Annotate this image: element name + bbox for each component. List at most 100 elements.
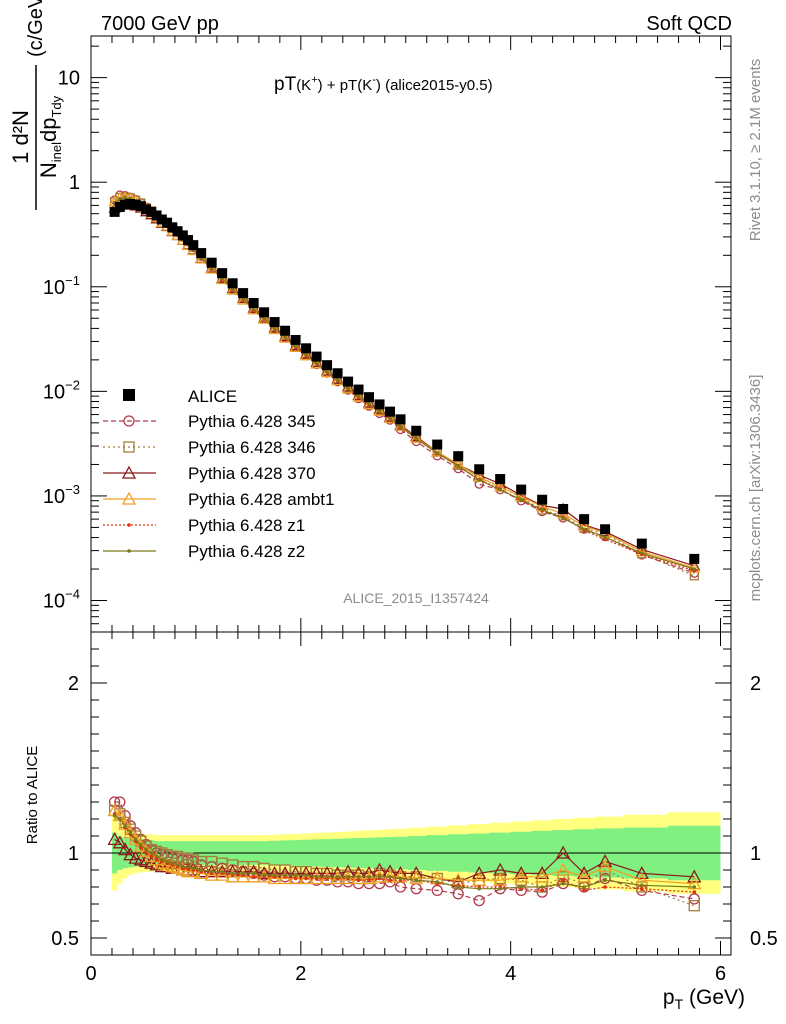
data-point — [689, 553, 700, 564]
ratio-series-marker — [138, 843, 154, 857]
data-point — [141, 204, 152, 215]
ratio-series-marker — [540, 888, 544, 893]
legend: ALICE Pythia 6.428 345 Pythia 6.428 346 Pyt… — [103, 387, 334, 561]
ratio-series-marker — [540, 885, 544, 889]
data-point — [364, 392, 375, 403]
ratio-series-marker — [556, 862, 571, 876]
data-point — [322, 360, 333, 371]
data-point — [114, 201, 125, 212]
svg-text:NineldpTdy: NineldpTdy — [36, 95, 64, 178]
ratio-series-marker — [582, 885, 586, 889]
data-point — [172, 226, 183, 237]
main-series-marker — [477, 478, 481, 482]
ratio-series-marker — [170, 861, 175, 865]
ratio-series-marker — [118, 842, 133, 856]
data-point — [120, 199, 131, 210]
ratio-series-marker — [236, 869, 251, 883]
ratio-series-marker — [634, 866, 649, 880]
main-y-tick-label: 10−1 — [43, 273, 80, 299]
ratio-series-marker — [175, 863, 180, 867]
ratio-series-marker — [367, 875, 371, 879]
ratio-series-marker — [144, 849, 159, 863]
ratio-series-marker — [154, 858, 159, 862]
ratio-y-tick-label-right: 0.5 — [750, 928, 778, 950]
main-series-marker — [561, 516, 565, 520]
ratio-series-marker — [267, 871, 282, 885]
ratio-series-marker — [456, 885, 461, 889]
ratio-series-marker — [139, 846, 143, 850]
ratio-series-marker — [636, 881, 648, 893]
ratio-series-marker — [561, 878, 565, 882]
ratio-series-marker — [688, 893, 700, 905]
data-point — [311, 351, 322, 362]
data-point — [238, 288, 249, 299]
ratio-series-marker — [514, 866, 529, 880]
ratio-series-marker — [394, 881, 407, 893]
legend-marker — [121, 491, 137, 505]
main-series-marker — [456, 464, 461, 469]
main-series-marker — [341, 382, 355, 394]
ratio-panel-series — [107, 796, 702, 912]
ratio-series-marker — [241, 871, 245, 876]
ratio-series-marker — [262, 873, 266, 877]
main-y-tick-label: 10−4 — [43, 587, 80, 613]
main-series-marker — [123, 196, 127, 200]
ratio-series-marker — [118, 817, 122, 821]
header-right: Soft QCD — [646, 13, 732, 35]
main-series-marker — [692, 567, 697, 571]
main-panel-axes: 10 1 10−1 10−2 10−3 10−4 — [43, 35, 732, 633]
ratio-series-marker — [577, 869, 592, 883]
data-point — [411, 425, 422, 436]
ratio-series-marker — [144, 851, 148, 855]
main-series-marker — [414, 436, 419, 441]
header-left: 7000 GeV pp — [101, 13, 219, 35]
ratio-series-marker — [398, 876, 403, 881]
ratio-frame — [90, 631, 732, 956]
legend-marker — [123, 441, 135, 453]
ratio-series-marker — [225, 869, 240, 883]
ratio-series-marker — [577, 866, 592, 880]
ratio-series-marker — [372, 862, 387, 876]
ratio-series-marker — [335, 875, 340, 879]
x-tick-label: 2 — [295, 963, 306, 985]
ratio-series-marker — [133, 837, 138, 842]
main-series-marker — [205, 262, 218, 274]
ratio-series-marker — [356, 878, 361, 882]
ratio-series-marker — [251, 871, 256, 876]
data-point — [217, 268, 228, 279]
ratio-series-marker — [293, 876, 298, 881]
ratio-series-marker — [346, 875, 350, 879]
main-series-marker — [383, 412, 397, 424]
ratio-series-marker — [107, 832, 122, 846]
ratio-series-marker — [149, 852, 164, 866]
data-point — [558, 504, 569, 515]
data-point — [432, 439, 443, 450]
ratio-series-marker — [377, 875, 382, 879]
data-point — [188, 240, 199, 251]
ratio-series-marker — [493, 872, 508, 886]
chart-title: pT(K+) + pT(K-) (alice2015-y0.5) — [274, 74, 493, 95]
data-point — [177, 230, 188, 241]
ratio-y-tick-label-right: 2 — [750, 673, 761, 695]
data-point — [636, 538, 647, 549]
x-tick-label: 0 — [85, 963, 96, 985]
data-point — [162, 217, 173, 228]
data-point — [474, 464, 485, 475]
ratio-series-marker — [514, 869, 529, 883]
ratio-series-5 — [112, 813, 697, 891]
data-point — [196, 248, 207, 259]
data-point — [135, 201, 146, 212]
data-point — [374, 399, 385, 410]
ratio-series-marker — [272, 873, 277, 877]
ratio-series-marker — [230, 871, 235, 876]
ratio-series-marker — [194, 866, 209, 880]
ratio-series-marker — [388, 875, 392, 879]
data-point — [269, 317, 280, 328]
ratio-series-marker — [409, 871, 424, 885]
legend-data-marker — [123, 389, 135, 401]
main-y-tick-label: 10−2 — [43, 377, 80, 403]
main-y-tick-label: 10−3 — [43, 482, 80, 508]
ratio-series-marker — [435, 880, 440, 884]
legend-label: Pythia 6.428 346 — [188, 438, 316, 457]
main-series-marker — [320, 366, 334, 378]
